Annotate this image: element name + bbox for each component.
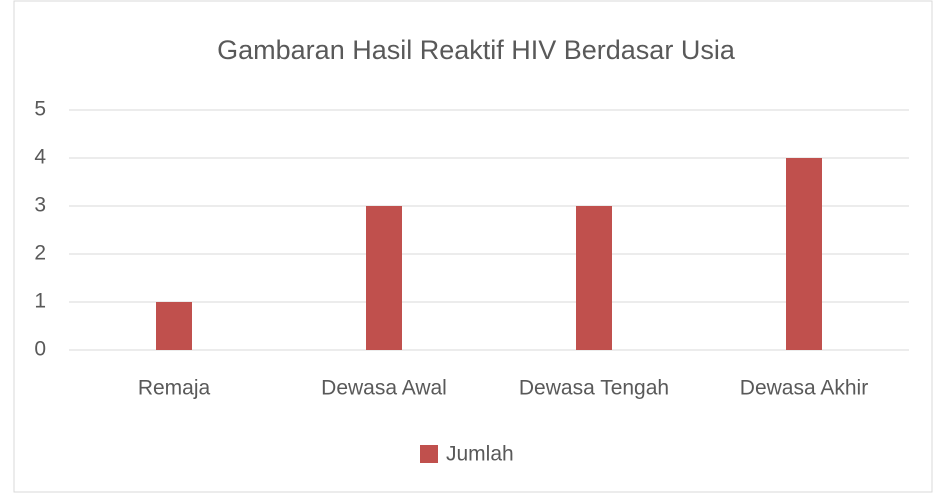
y-tick-label: 2: [34, 242, 46, 265]
chart-title: Gambaran Hasil Reaktif HIV Berdasar Usia: [217, 35, 736, 65]
y-tick-label: 1: [34, 290, 46, 313]
legend-swatch: [420, 445, 438, 463]
chart-frame: [13, 0, 933, 493]
x-tick-label: Dewasa Tengah: [519, 377, 669, 400]
y-tick-label: 3: [34, 194, 46, 217]
y-tick-label: 5: [34, 98, 46, 121]
bar: [786, 158, 822, 350]
x-tick-label: Dewasa Akhir: [740, 377, 868, 400]
bar: [156, 302, 192, 350]
y-tick-label: 0: [34, 338, 46, 361]
y-tick-label: 4: [34, 146, 46, 169]
bar: [576, 206, 612, 350]
x-tick-label: Dewasa Awal: [321, 377, 447, 400]
legend-label: Jumlah: [446, 443, 514, 466]
x-tick-label: Remaja: [138, 377, 211, 400]
bar: [366, 206, 402, 350]
